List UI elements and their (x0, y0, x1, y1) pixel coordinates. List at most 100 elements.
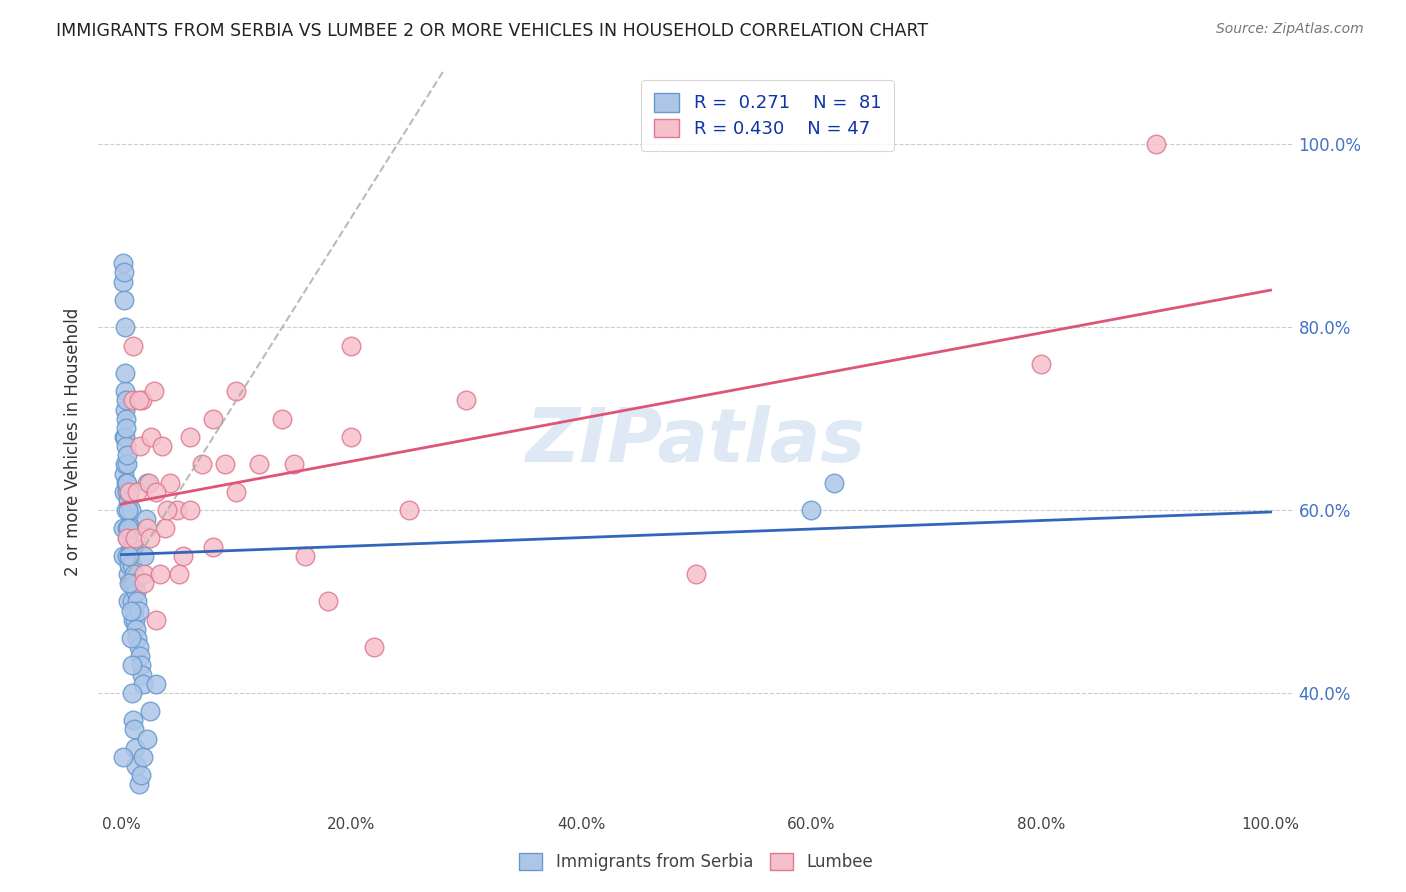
Point (120, 576, 142, 591)
Point (114, 384, 136, 399)
Point (124, 740, 146, 755)
Point (111, 256, 134, 270)
Point (156, 503, 179, 517)
Point (115, 503, 138, 517)
Point (118, 484, 141, 499)
Point (118, 484, 141, 499)
Point (456, 393, 478, 408)
Point (115, 393, 138, 408)
Point (139, 704, 162, 718)
Point (128, 439, 150, 453)
Point (800, 503, 823, 517)
Point (214, 458, 236, 472)
Point (117, 521, 139, 535)
Point (117, 531, 139, 545)
Point (125, 585, 148, 599)
Point (141, 430, 163, 444)
Point (122, 604, 145, 618)
Point (122, 613, 145, 627)
Point (128, 640, 150, 655)
Point (111, 275, 134, 289)
Point (316, 594, 339, 608)
Point (115, 531, 138, 545)
Point (118, 521, 141, 535)
Point (145, 484, 167, 499)
Point (159, 475, 181, 490)
Point (114, 320, 136, 334)
Point (118, 549, 141, 563)
Point (283, 458, 305, 472)
Point (398, 503, 420, 517)
Point (225, 384, 247, 399)
Point (172, 549, 194, 563)
Point (191, 458, 214, 472)
Point (128, 649, 150, 664)
Point (127, 631, 149, 645)
Point (117, 567, 139, 582)
Point (179, 430, 201, 444)
Point (202, 540, 225, 554)
Point (685, 567, 707, 582)
Point (118, 558, 141, 572)
Point (121, 521, 143, 535)
Text: IMMIGRANTS FROM SERBIA VS LUMBEE 2 OR MORE VEHICLES IN HOUSEHOLD CORRELATION CHA: IMMIGRANTS FROM SERBIA VS LUMBEE 2 OR MO… (56, 22, 928, 40)
Point (124, 576, 146, 591)
Point (134, 549, 156, 563)
Legend: Immigrants from Serbia, Lumbee: Immigrants from Serbia, Lumbee (512, 846, 880, 878)
Point (115, 421, 138, 435)
Point (138, 475, 160, 490)
Text: ZIPatlas: ZIPatlas (526, 405, 866, 478)
Point (111, 521, 134, 535)
Point (128, 777, 150, 791)
Point (121, 658, 143, 673)
Point (129, 658, 152, 673)
Point (112, 293, 135, 307)
Point (363, 640, 385, 655)
Point (340, 338, 363, 352)
Point (122, 338, 145, 352)
Point (247, 458, 270, 472)
Point (122, 714, 145, 728)
Point (145, 613, 167, 627)
Point (122, 576, 145, 591)
Point (121, 558, 143, 572)
Point (115, 521, 138, 535)
Point (112, 430, 135, 444)
Point (125, 622, 148, 636)
Point (118, 576, 141, 591)
Point (202, 411, 225, 425)
Point (128, 604, 150, 618)
Point (115, 411, 138, 425)
Point (115, 475, 138, 490)
Point (129, 768, 152, 782)
Point (120, 631, 142, 645)
Point (117, 494, 139, 508)
Point (1029, 357, 1052, 371)
Point (135, 475, 157, 490)
Point (122, 393, 145, 408)
Point (132, 750, 155, 764)
Point (111, 549, 134, 563)
Point (135, 521, 157, 535)
Point (134, 576, 156, 591)
Point (122, 540, 145, 554)
Point (114, 402, 136, 417)
Point (225, 484, 247, 499)
Point (122, 567, 145, 582)
Point (1144, 137, 1167, 152)
Point (167, 567, 190, 582)
Point (111, 750, 134, 764)
Point (115, 458, 138, 472)
Point (124, 613, 146, 627)
Point (139, 531, 162, 545)
Point (128, 393, 150, 408)
Point (135, 731, 157, 746)
Point (112, 484, 135, 499)
Point (134, 567, 156, 582)
Text: Source: ZipAtlas.com: Source: ZipAtlas.com (1216, 22, 1364, 37)
Point (153, 521, 176, 535)
Point (149, 567, 172, 582)
Point (115, 549, 138, 563)
Point (132, 677, 155, 691)
Point (121, 594, 143, 608)
